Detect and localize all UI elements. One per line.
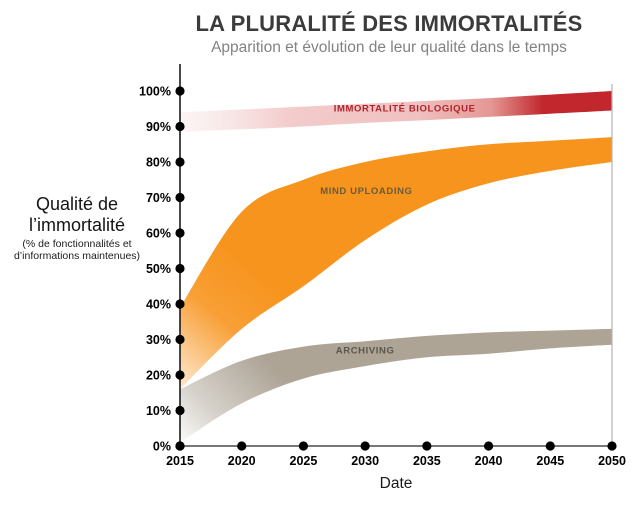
y-tick-label: 80% bbox=[146, 156, 171, 170]
band-label-immortalit-biologique: IMMORTALITÉ BIOLOGIQUE bbox=[334, 104, 476, 115]
x-tick-label: 2035 bbox=[413, 454, 441, 468]
y-tick-dot bbox=[175, 299, 185, 309]
y-tick-dot bbox=[175, 334, 185, 345]
x-tick-label: 2030 bbox=[351, 454, 379, 468]
y-axis-subtitle-line1: (% de fonctionnalités et bbox=[22, 237, 132, 250]
x-tick-dot bbox=[237, 441, 247, 451]
y-axis-subtitle-line2: d’informations maintenues) bbox=[13, 250, 141, 263]
y-tick-dot bbox=[175, 121, 185, 132]
x-tick-label: 2045 bbox=[536, 454, 564, 468]
y-axis-title: Qualité de l’immortalité (% de fonctionn… bbox=[8, 194, 146, 263]
y-tick-label: 90% bbox=[146, 120, 171, 134]
band-immortalit-biologique bbox=[180, 91, 612, 132]
y-axis-title-line1: Qualité de bbox=[35, 194, 119, 214]
x-tick-dot bbox=[483, 441, 494, 451]
band-mind-uploading bbox=[180, 137, 612, 390]
y-tick-dot bbox=[175, 157, 185, 167]
y-tick-dot bbox=[175, 405, 185, 416]
y-tick-label: 40% bbox=[146, 298, 171, 312]
y-tick-label: 70% bbox=[146, 191, 171, 205]
x-tick-label: 2015 bbox=[166, 454, 194, 468]
y-tick-label: 0% bbox=[153, 440, 171, 454]
y-tick-label: 20% bbox=[146, 369, 171, 383]
y-tick-dot bbox=[175, 192, 185, 203]
x-tick-dot bbox=[422, 441, 432, 451]
y-tick-dot bbox=[175, 86, 185, 96]
x-axis-title: Date bbox=[380, 475, 413, 492]
x-tick-label: 2025 bbox=[290, 454, 318, 468]
x-tick-dot bbox=[298, 441, 309, 451]
y-tick-label: 60% bbox=[146, 227, 171, 241]
chart-title: LA PLURALITÉ DES IMMORTALITÉS bbox=[195, 11, 583, 36]
y-tick-label: 50% bbox=[146, 262, 171, 276]
chart-header: LA PLURALITÉ DES IMMORTALITÉS Apparition… bbox=[146, 11, 632, 57]
y-tick-label: 10% bbox=[146, 404, 171, 418]
y-axis-title-line2: l’immortalité bbox=[28, 214, 125, 235]
x-tick-label: 2020 bbox=[228, 454, 256, 468]
y-tick-dot bbox=[175, 228, 185, 238]
x-tick-dot bbox=[360, 441, 370, 451]
x-tick-label: 2040 bbox=[475, 454, 503, 468]
x-tick-dot bbox=[545, 441, 555, 451]
y-tick-dot bbox=[175, 370, 185, 380]
band-label-mind-uploading: MIND UPLOADING bbox=[320, 186, 412, 197]
y-tick-label: 30% bbox=[146, 333, 171, 347]
x-tick-label: 2050 bbox=[598, 454, 626, 468]
x-tick-dot bbox=[607, 441, 617, 451]
y-tick-dot bbox=[175, 263, 185, 274]
y-tick-label: 100% bbox=[139, 85, 171, 99]
band-label-archiving: ARCHIVING bbox=[336, 346, 395, 357]
chart-subtitle: Apparition et évolution de leur qualité … bbox=[211, 39, 567, 57]
band-archiving bbox=[180, 328, 612, 443]
x-tick-dot bbox=[175, 441, 185, 451]
